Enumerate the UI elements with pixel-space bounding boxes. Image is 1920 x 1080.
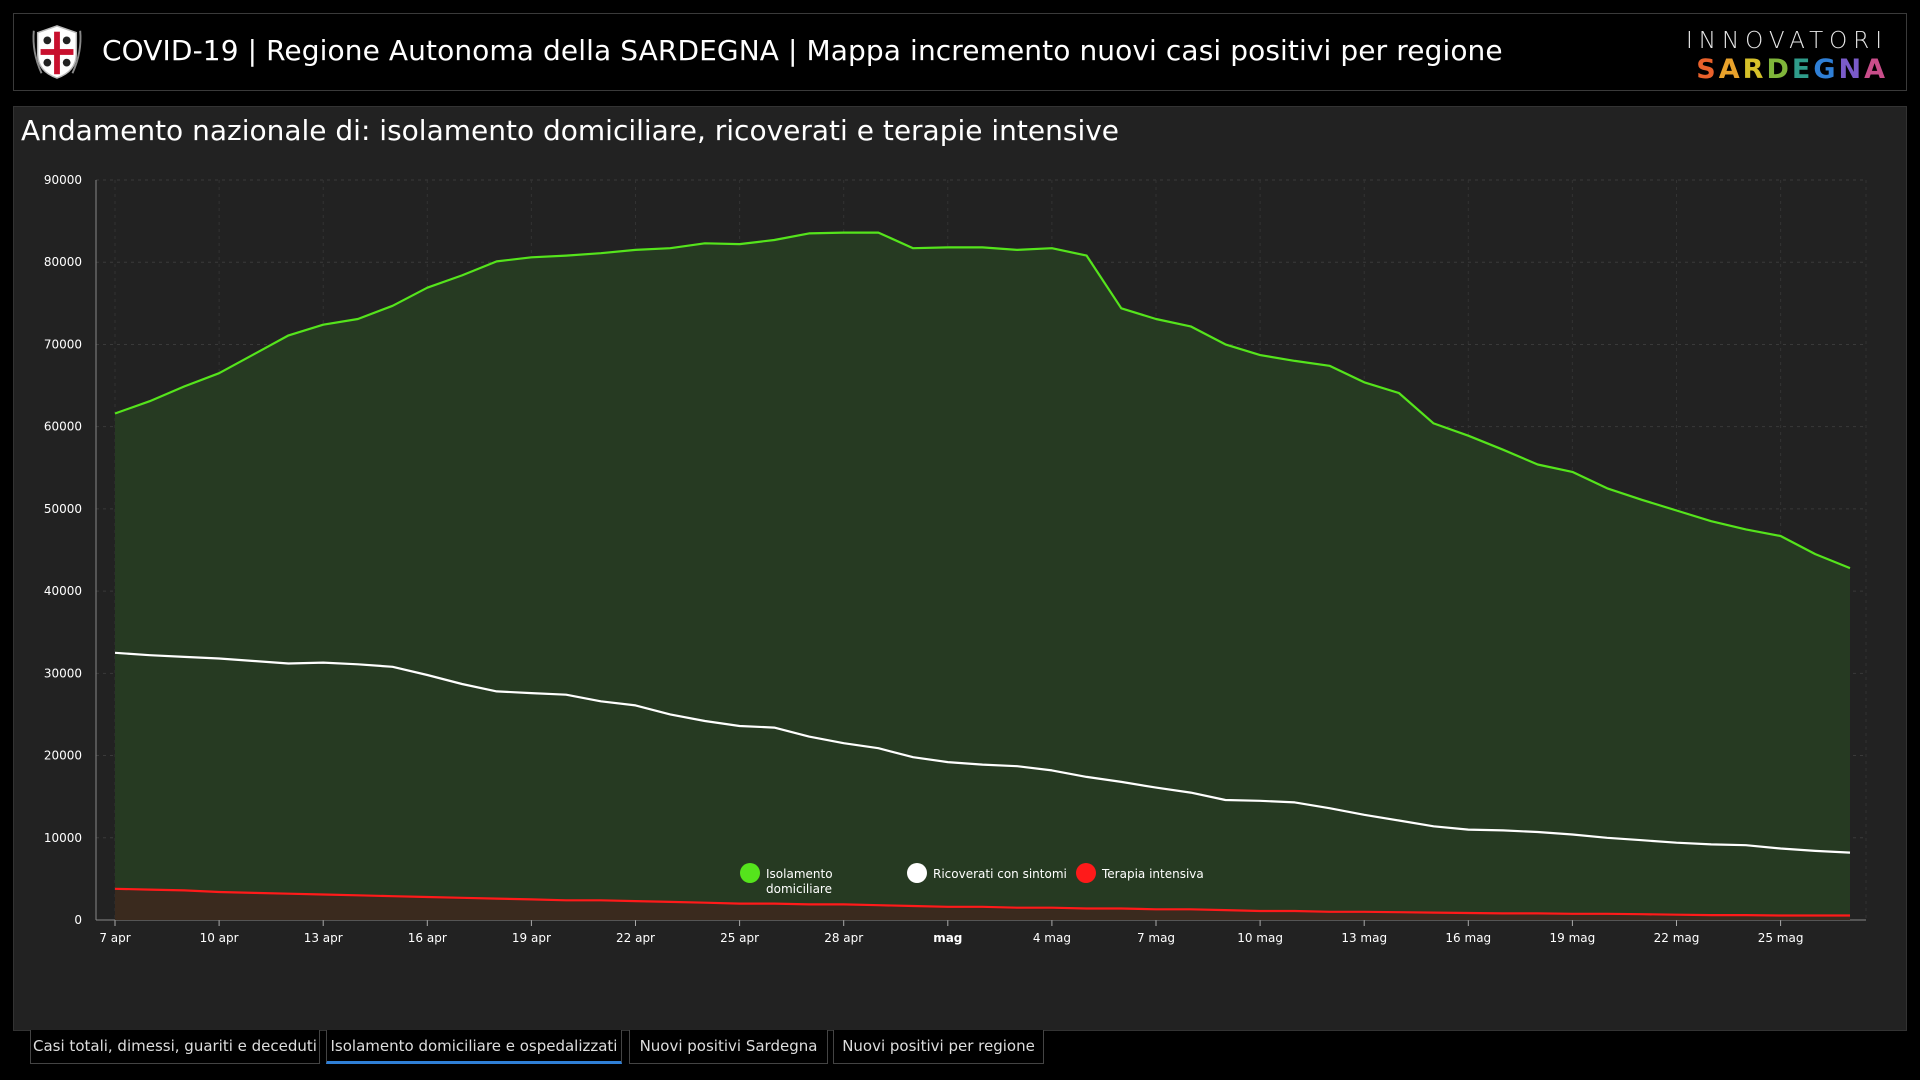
legend-label: Isolamento domiciliare: [766, 867, 833, 896]
x-tick-label: 13 mag: [1341, 931, 1387, 945]
legend-swatch: [907, 863, 927, 883]
x-tick-label: 19 mag: [1550, 931, 1596, 945]
y-tick-label: 70000: [44, 337, 82, 351]
x-tick-label: 22 apr: [616, 931, 655, 945]
legend-label: Terapia intensiva: [1102, 867, 1204, 881]
x-tick-label: 10 mag: [1237, 931, 1283, 945]
series-line-1: [114, 651, 1851, 854]
chart-area: 0 10000 20000 30000 40000 50000 60000 70000 8000…: [44, 173, 1867, 945]
x-tick-label: 10 apr: [200, 931, 239, 945]
sardinia-crest-icon: [32, 25, 82, 79]
series-line-2: [114, 887, 1850, 917]
app-header: COVID-19 | Regione Autonoma della SARDEG…: [13, 13, 1907, 91]
brand-letter: R: [1742, 54, 1767, 85]
x-tick-label: 22 mag: [1654, 931, 1700, 945]
tab-nuovi-positivi-regione[interactable]: Nuovi positivi per regione: [833, 1030, 1044, 1064]
y-tick-label: 50000: [44, 502, 82, 516]
x-tick-label: 19 apr: [512, 931, 551, 945]
legend-item-terapia[interactable]: Terapia intensiva: [1076, 863, 1204, 883]
legend-item-isolamento[interactable]: Isolamento domiciliare: [740, 863, 846, 897]
brand-logo-top: INNOVATORI: [1685, 28, 1888, 54]
brand-letter: N: [1838, 54, 1865, 85]
x-tick-label: 7 mag: [1137, 931, 1175, 945]
x-tick-label: 16 apr: [408, 931, 447, 945]
x-tick-label: 16 mag: [1445, 931, 1491, 945]
legend-item-ricoverati[interactable]: Ricoverati con sintomi: [907, 863, 1067, 883]
brand-letter: A: [1864, 54, 1888, 85]
series-area-0: [115, 232, 1850, 921]
brand-letter: D: [1766, 54, 1792, 85]
y-tick-label: 30000: [44, 666, 82, 680]
x-tick-label: 4 mag: [1033, 931, 1071, 945]
page-title: COVID-19 | Regione Autonoma della SARDEG…: [102, 34, 1503, 67]
legend-swatch: [1076, 863, 1096, 883]
y-tick-label: 0: [74, 913, 82, 927]
legend-swatch: [740, 863, 760, 883]
series-area-2: [115, 888, 1850, 920]
chart-legend: Isolamento domiciliare Ricoverati con si…: [0, 863, 1920, 907]
brand-letter: S: [1696, 54, 1719, 85]
tab-isolamento-ospedalizzati[interactable]: Isolamento domiciliare e ospedalizzati: [326, 1030, 622, 1064]
y-tick-label: 40000: [44, 584, 82, 598]
tab-casi-totali[interactable]: Casi totali, dimessi, guariti e deceduti: [30, 1030, 320, 1064]
x-tick-label: 25 apr: [720, 931, 759, 945]
x-tick-label: 7 apr: [99, 931, 130, 945]
tab-nuovi-positivi-sardegna[interactable]: Nuovi positivi Sardegna: [629, 1030, 828, 1064]
brand-letter: E: [1791, 54, 1814, 85]
series-line-0: [114, 231, 1851, 570]
y-tick-label: 60000: [44, 420, 82, 434]
x-tick-label: 25 mag: [1758, 931, 1804, 945]
x-tick-label: 13 apr: [304, 931, 343, 945]
brand-letter: G: [1813, 54, 1839, 85]
brand-letter: A: [1718, 54, 1743, 85]
y-tick-label: 80000: [44, 255, 82, 269]
y-tick-label: 90000: [44, 173, 82, 187]
brand-logo-bottom: SARDEGNA: [1696, 54, 1888, 85]
chart-title: Andamento nazionale di: isolamento domic…: [21, 114, 1120, 147]
x-tick-label: 28 apr: [824, 931, 863, 945]
y-tick-label: 20000: [44, 749, 82, 763]
x-tick-label: mag: [933, 931, 962, 945]
legend-label: Ricoverati con sintomi: [933, 867, 1067, 881]
y-tick-label: 10000: [44, 831, 82, 845]
